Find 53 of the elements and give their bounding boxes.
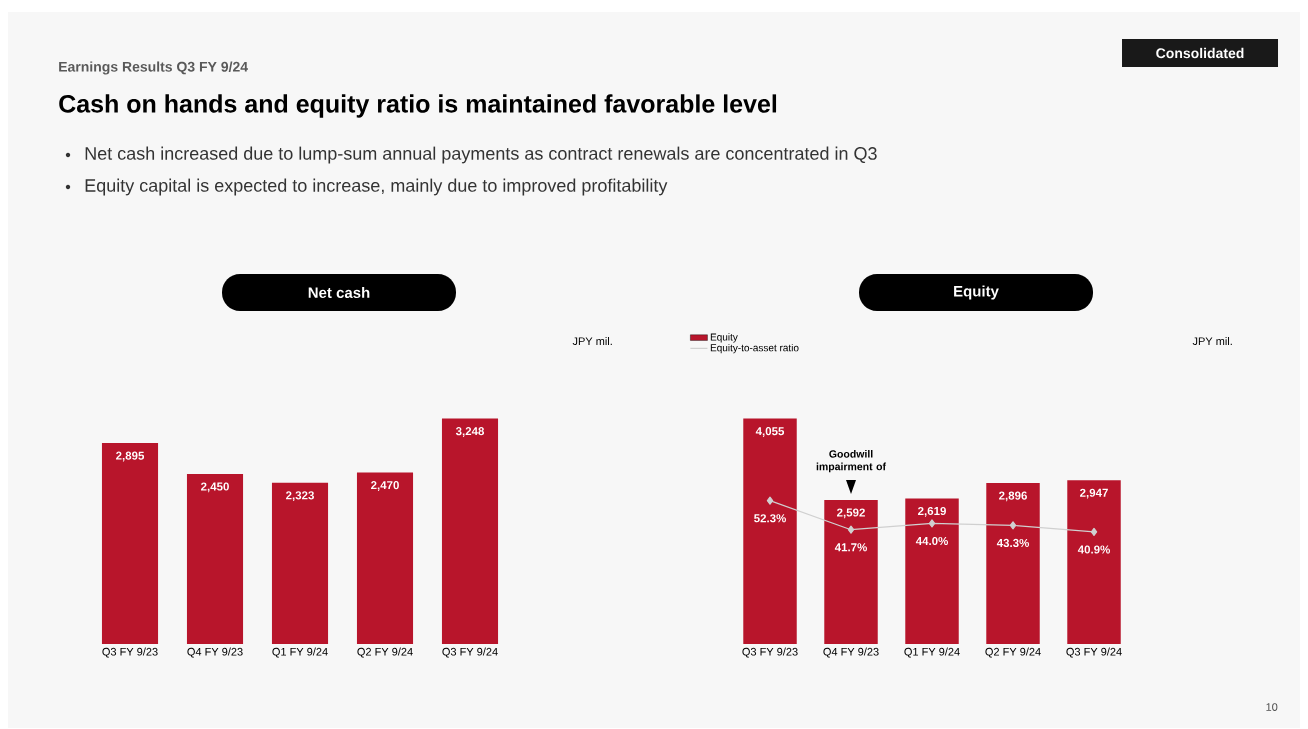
x-tick-label: Q1 FY 9/24	[272, 647, 328, 658]
bar	[1067, 480, 1121, 645]
bar	[824, 499, 878, 645]
annotation: Goodwill impairment of	[816, 449, 887, 473]
text: Earnings Results Q3 FY 9/24	[59, 61, 248, 75]
point	[928, 519, 936, 528]
text: Consolidated	[1156, 47, 1244, 59]
point	[1090, 527, 1098, 536]
text: Equity capital is expected to increase, mainly due to improved profitability	[85, 178, 668, 196]
chart-title: Equity	[954, 285, 999, 300]
data-label: 2,895	[116, 451, 145, 462]
data-label: 44.0%	[915, 536, 948, 546]
text: 10	[1266, 703, 1278, 711]
data-label: 2,592	[837, 508, 865, 519]
bar	[186, 473, 244, 645]
point	[1009, 521, 1017, 530]
legend-label: Equity	[710, 333, 738, 343]
x-tick-label: Q4 FY 9/23	[823, 647, 879, 658]
bar	[101, 443, 159, 645]
data-label: 2,896	[999, 491, 1027, 502]
data-label: 52.3%	[754, 514, 786, 523]
data-label: 4,055	[755, 427, 785, 437]
text: Net cash increased due to lump-sum annual payments as contract renewals are concentrated in Q3	[85, 146, 877, 164]
bar	[356, 472, 414, 645]
text: JPY mil.	[572, 336, 612, 346]
bar	[441, 418, 499, 645]
x-tick-label: Q2 FY 9/24	[357, 647, 413, 658]
bar	[271, 482, 329, 645]
point	[766, 496, 774, 505]
bar	[986, 483, 1040, 645]
x-tick-label: Q3 FY 9/24	[1066, 647, 1122, 658]
bar	[905, 498, 959, 645]
x-tick-label: Q4 FY 9/23	[187, 647, 243, 658]
data-label: 43.3%	[996, 538, 1029, 548]
chart-title: Net cash	[308, 287, 370, 299]
text: Cash on hands and equity ratio is maintained favorable level	[59, 94, 777, 118]
data-label: 2,619	[918, 506, 946, 517]
point	[847, 525, 855, 534]
legend-label: Equity-to-asset ratio	[710, 343, 799, 354]
data-label: 2,323	[286, 491, 314, 502]
text: JPY mil.	[1192, 336, 1232, 346]
x-tick-label: Q1 FY 9/24	[904, 647, 960, 658]
x-tick-label: Q3 FY 9/23	[102, 647, 158, 658]
data-label: 3,248	[455, 427, 485, 437]
x-tick-label: Q3 FY 9/23	[742, 647, 798, 658]
bar	[743, 418, 797, 645]
data-label: 40.9%	[1077, 545, 1110, 554]
x-tick-label: Q3 FY 9/24	[442, 647, 498, 658]
x-tick-label: Q2 FY 9/24	[985, 647, 1041, 658]
data-label: 2,470	[371, 481, 399, 491]
data-label: 41.7%	[834, 543, 867, 552]
data-label: 2,450	[201, 482, 229, 493]
data-label: 2,947	[1080, 488, 1108, 499]
